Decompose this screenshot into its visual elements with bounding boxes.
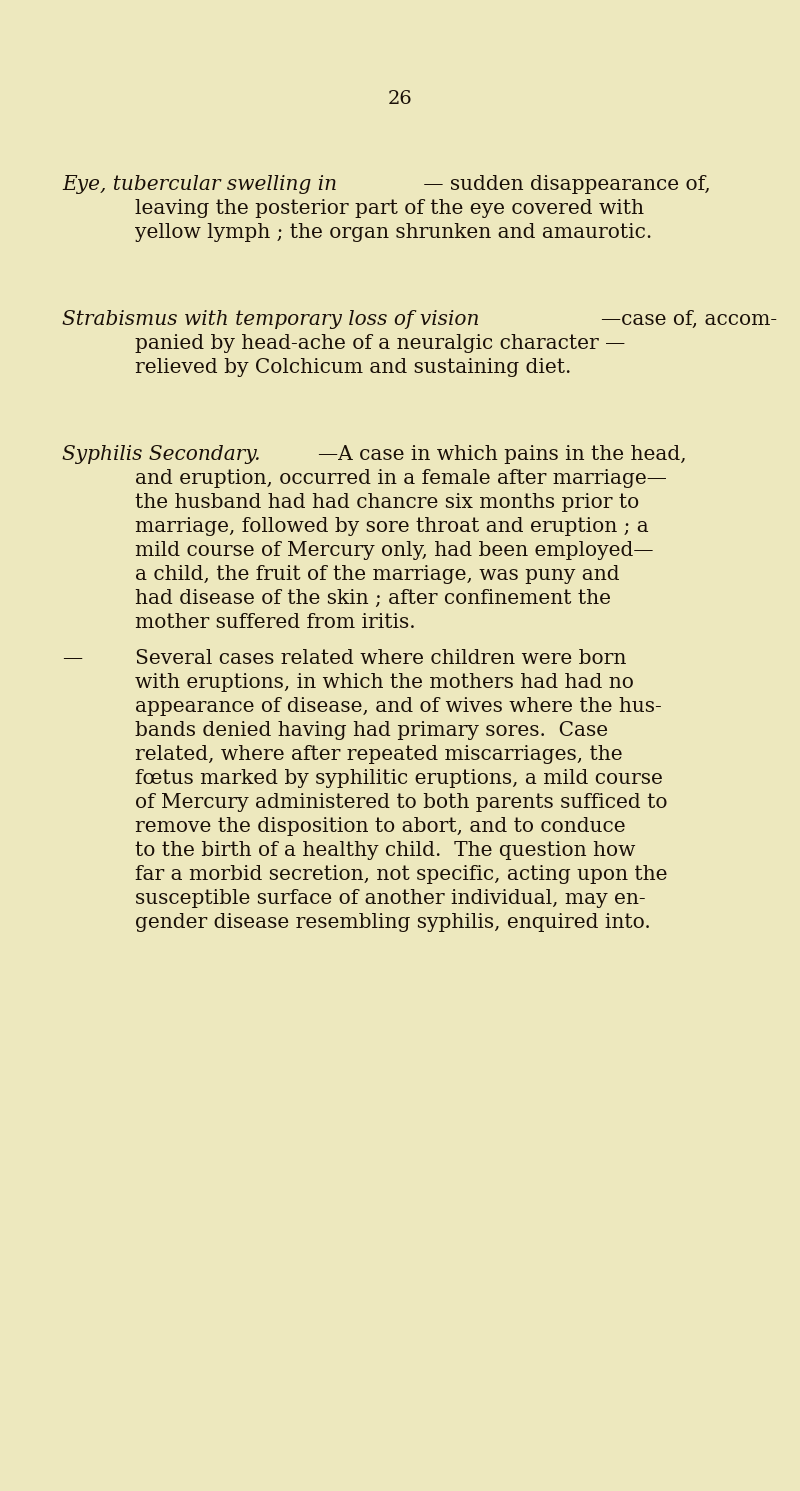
Text: susceptible surface of another individual, may en-: susceptible surface of another individua… [135,889,646,908]
Text: gender disease resembling syphilis, enquired into.: gender disease resembling syphilis, enqu… [135,912,650,932]
Text: Syphilis Secondary.: Syphilis Secondary. [62,444,261,464]
Text: —case of, accom-: —case of, accom- [601,310,777,330]
Text: Eye, tubercular swelling in: Eye, tubercular swelling in [62,174,337,194]
Text: marriage, followed by sore throat and eruption ; a: marriage, followed by sore throat and er… [135,517,649,535]
Text: had disease of the skin ; after confinement the: had disease of the skin ; after confinem… [135,589,611,608]
Text: of Mercury administered to both parents sufficed to: of Mercury administered to both parents … [135,793,667,813]
Text: appearance of disease, and of wives where the hus-: appearance of disease, and of wives wher… [135,696,662,716]
Text: Several cases related where children were born: Several cases related where children wer… [135,649,626,668]
Text: bands denied having had primary sores.  Case: bands denied having had primary sores. C… [135,722,608,740]
Text: panied by head-ache of a neuralgic character —: panied by head-ache of a neuralgic chara… [135,334,626,353]
Text: 26: 26 [388,89,412,107]
Text: leaving the posterior part of the eye covered with: leaving the posterior part of the eye co… [135,198,644,218]
Text: —: — [62,649,82,668]
Text: a child, the fruit of the marriage, was puny and: a child, the fruit of the marriage, was … [135,565,620,584]
Text: mother suffered from iritis.: mother suffered from iritis. [135,613,416,632]
Text: the husband had had chancre six months prior to: the husband had had chancre six months p… [135,494,639,511]
Text: to the birth of a healthy child.  The question how: to the birth of a healthy child. The que… [135,841,635,860]
Text: with eruptions, in which the mothers had had no: with eruptions, in which the mothers had… [135,672,634,692]
Text: — sudden disappearance of,: — sudden disappearance of, [417,174,710,194]
Text: Strabismus with temporary loss of vision: Strabismus with temporary loss of vision [62,310,479,330]
Text: related, where after repeated miscarriages, the: related, where after repeated miscarriag… [135,746,622,763]
Text: far a morbid secretion, not specific, acting upon the: far a morbid secretion, not specific, ac… [135,865,667,884]
Text: mild course of Mercury only, had been employed—: mild course of Mercury only, had been em… [135,541,654,561]
Text: —A case in which pains in the head,: —A case in which pains in the head, [318,444,686,464]
Text: remove the disposition to abort, and to conduce: remove the disposition to abort, and to … [135,817,626,836]
Text: and eruption, occurred in a female after marriage—: and eruption, occurred in a female after… [135,470,667,488]
Text: yellow lymph ; the organ shrunken and amaurotic.: yellow lymph ; the organ shrunken and am… [135,224,652,242]
Text: relieved by Colchicum and sustaining diet.: relieved by Colchicum and sustaining die… [135,358,571,377]
Text: fœtus marked by syphilitic eruptions, a mild course: fœtus marked by syphilitic eruptions, a … [135,769,663,789]
